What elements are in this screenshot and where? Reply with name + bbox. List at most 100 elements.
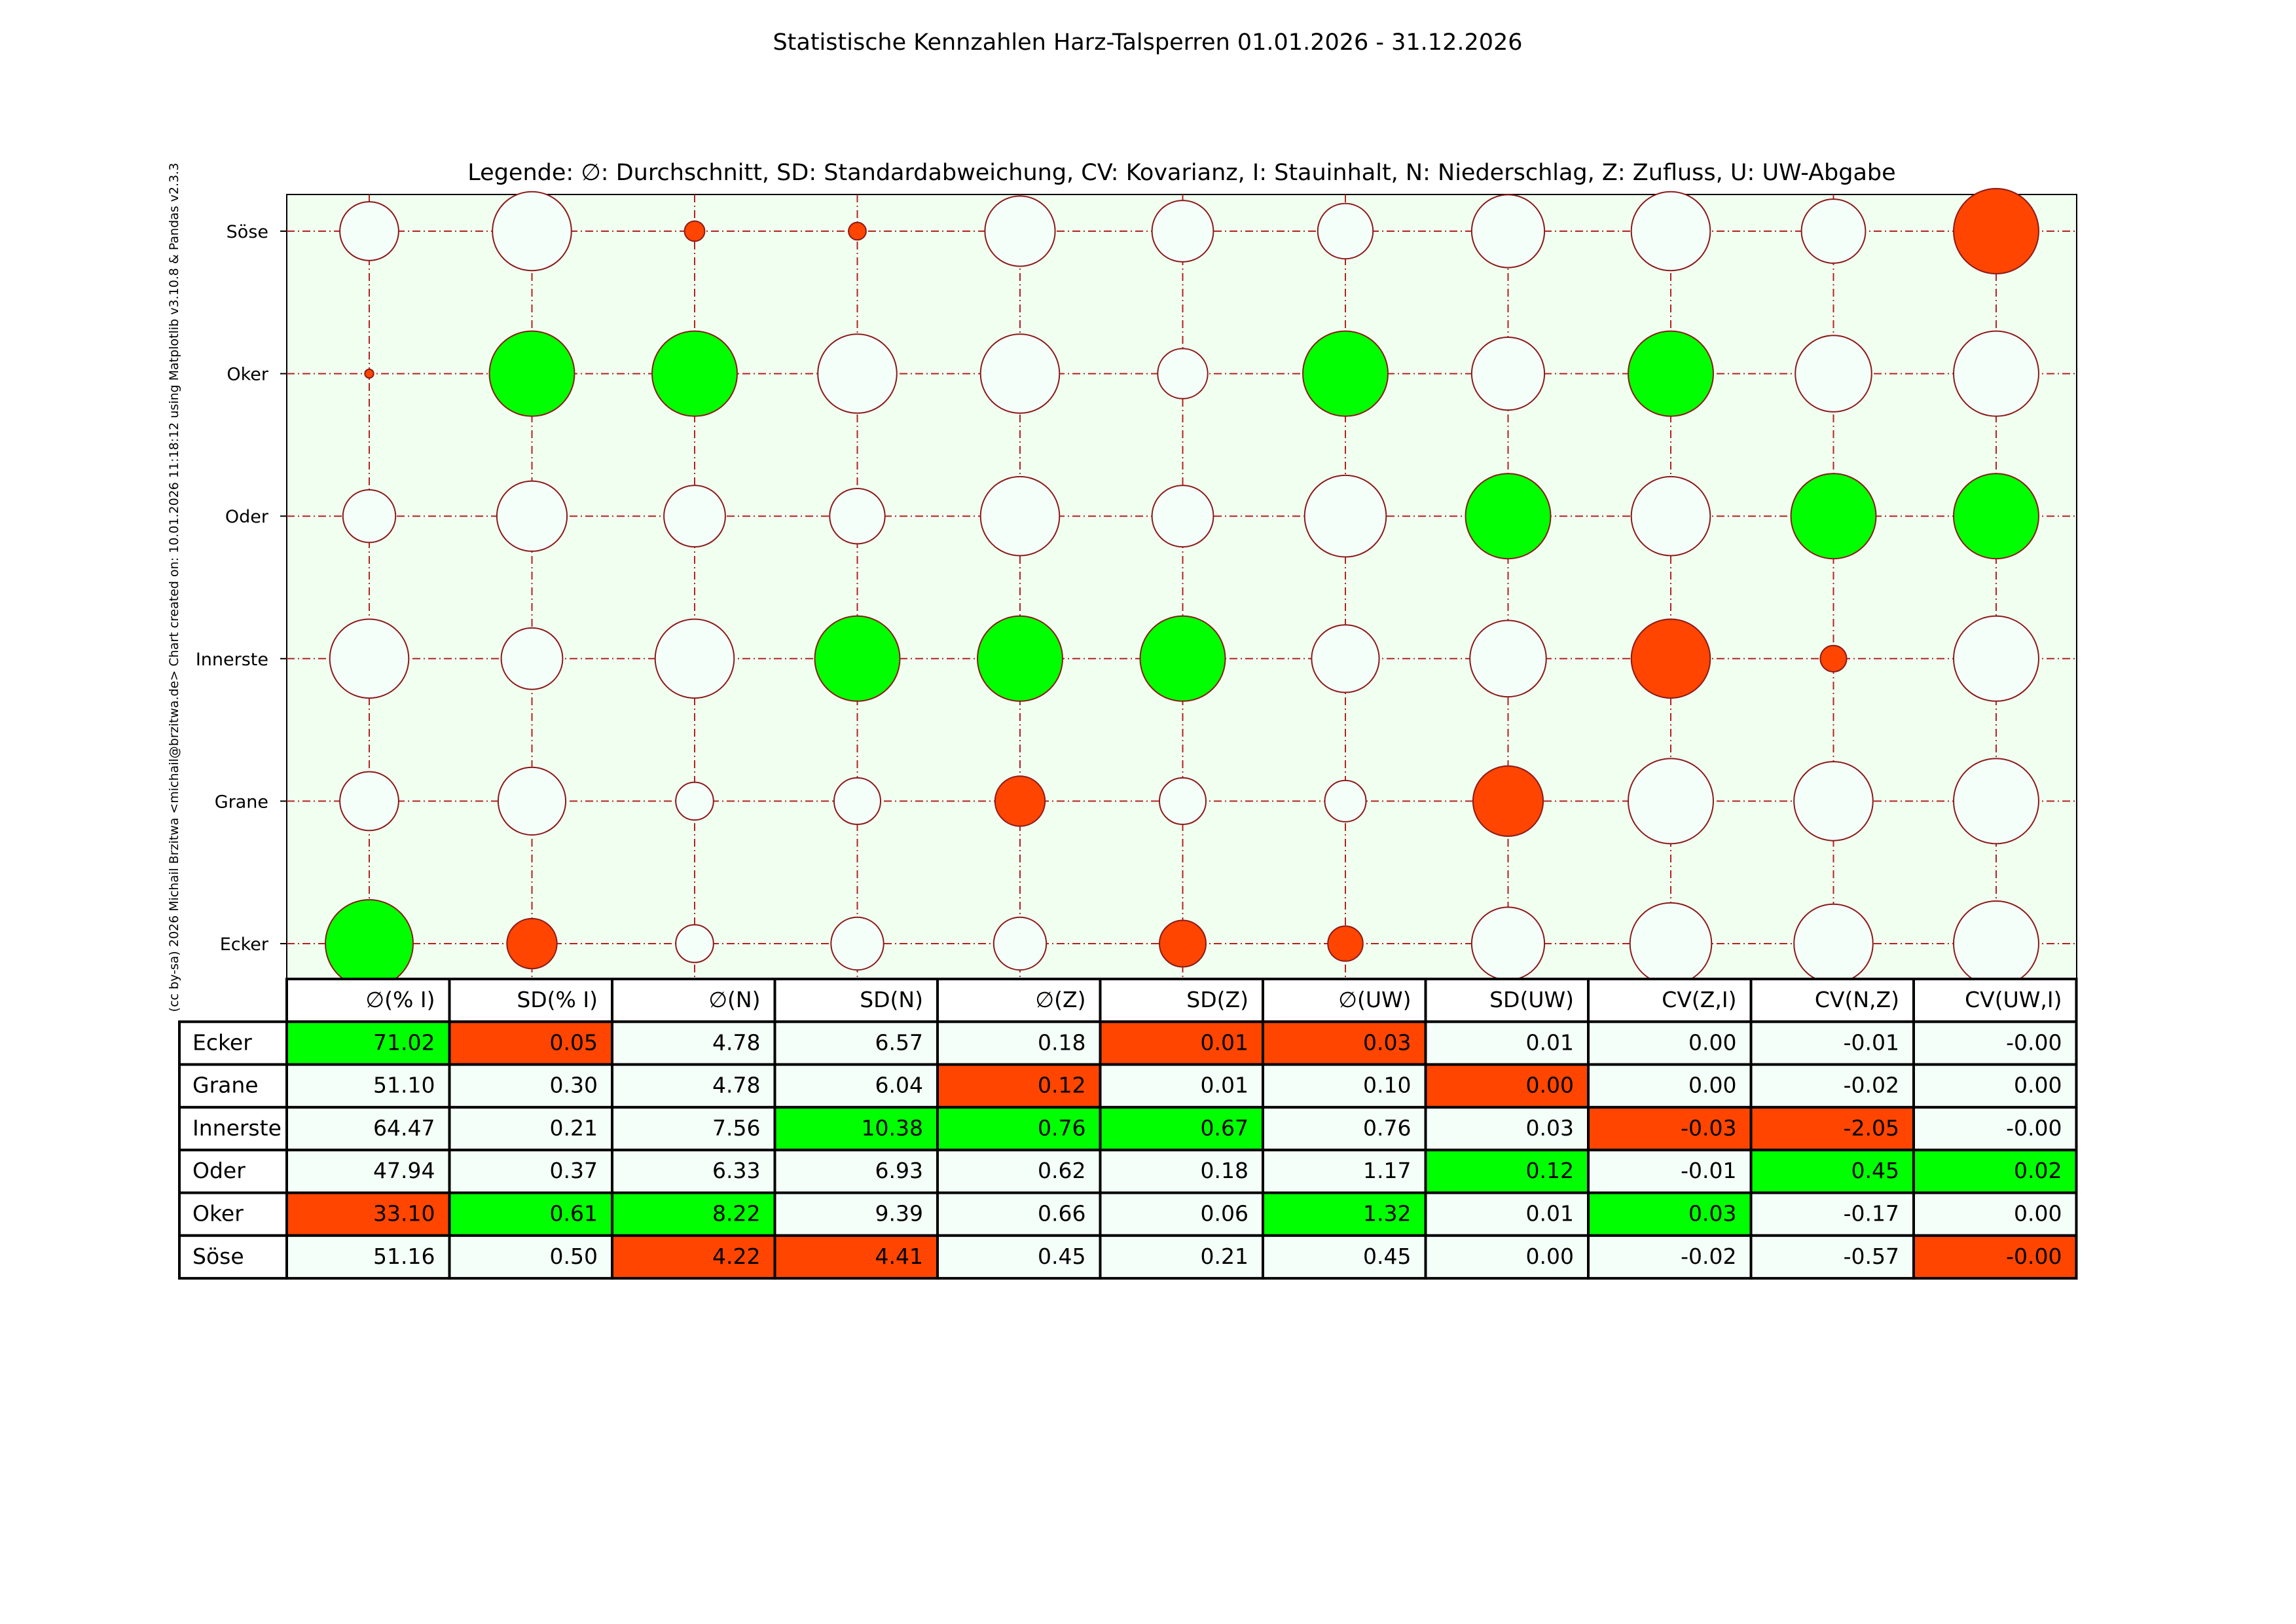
- table-cell-value: 0.00: [2014, 1201, 2062, 1227]
- y-tick-label: Oder: [225, 507, 269, 527]
- bubble-normal: [1953, 330, 2039, 417]
- y-tick-label: Grane: [215, 792, 268, 812]
- table-cell-normal: [1749, 1234, 1915, 1280]
- table-cell-value: 6.33: [712, 1158, 760, 1183]
- bubble-markers: [325, 188, 2039, 988]
- table-cell-value: 1.17: [1363, 1158, 1411, 1183]
- bubble-normal: [1151, 485, 1214, 548]
- table-cell-value: -0.01: [1681, 1158, 1736, 1183]
- table-cell-normal: [611, 1020, 776, 1066]
- bubble-normal: [1630, 475, 1711, 557]
- table-cell-normal: [1587, 1149, 1753, 1194]
- table-cell-normal: [1912, 1105, 2078, 1152]
- table-column-header: SD(Z): [1186, 987, 1248, 1012]
- table-cell-value: 0.00: [1526, 1244, 1574, 1269]
- table-row-header-cell: [178, 1191, 288, 1237]
- table-row-label: Grane: [192, 1073, 259, 1098]
- table-cell-normal: [1912, 1063, 2078, 1109]
- bubble-normal: [1953, 900, 2039, 987]
- table-cell-normal: [1099, 1234, 1264, 1280]
- table-cell-max: [936, 1105, 1102, 1152]
- table-cell-max: [285, 1020, 451, 1066]
- table-cell-value: 0.03: [1688, 1201, 1736, 1227]
- table-cell-value: -0.00: [2006, 1115, 2062, 1141]
- table-cell-value: 0.00: [1688, 1029, 1736, 1055]
- table-cell-value: 0.30: [550, 1073, 598, 1098]
- chart-title: Statistische Kennzahlen Harz-Talsperren …: [773, 29, 1522, 56]
- table-header-cell: [285, 978, 451, 1024]
- bubble-normal: [979, 333, 1061, 414]
- bubble-normal: [1317, 202, 1374, 260]
- table-cell-value: 4.22: [712, 1244, 760, 1269]
- table-cell-value: 0.18: [1201, 1158, 1248, 1183]
- bubble-normal: [654, 618, 735, 699]
- table-cell-normal: [1587, 1234, 1753, 1280]
- table-cell-max: [611, 1191, 776, 1237]
- table-cell-value: 71.02: [373, 1029, 435, 1055]
- table-cell-max: [448, 1191, 613, 1237]
- bubble-normal: [1953, 758, 2039, 845]
- table-cell-value: 0.02: [2014, 1158, 2062, 1183]
- bubble-min: [1630, 618, 1711, 699]
- table-cell-value: 4.78: [712, 1073, 760, 1098]
- grid-lines: [287, 194, 2077, 979]
- bubble-normal: [1630, 191, 1711, 272]
- bubble-min: [364, 368, 374, 379]
- table-cell-value: 0.76: [1363, 1115, 1411, 1141]
- table-row-label: Ecker: [192, 1029, 252, 1055]
- table-column-header: ∅(UW): [1338, 987, 1411, 1012]
- table-cell-value: -0.02: [1844, 1073, 1899, 1098]
- y-tick-label: Innerste: [196, 650, 268, 670]
- bubble-normal: [339, 201, 399, 261]
- table-cell-normal: [1099, 1149, 1264, 1194]
- table-cell-value: 0.05: [550, 1029, 598, 1055]
- bubble-max: [1628, 330, 1714, 417]
- table-cell-normal: [1749, 1191, 1915, 1237]
- table-cell-value: 0.00: [1688, 1073, 1736, 1098]
- table-cell-value: 0.45: [1038, 1244, 1085, 1269]
- table-cell-normal: [1262, 1149, 1427, 1194]
- table-cell-value: 0.01: [1526, 1029, 1574, 1055]
- table-cell-value: -0.02: [1681, 1244, 1736, 1269]
- table-cell-normal: [448, 1105, 613, 1152]
- bubble-max: [1790, 473, 1877, 560]
- table-cell-normal: [1424, 1234, 1590, 1280]
- bubble-normal: [1793, 761, 1874, 841]
- y-tick-label: Ecker: [220, 934, 269, 955]
- table-column-header: CV(UW,I): [1965, 987, 2062, 1012]
- table-column-header: SD(UW): [1489, 987, 1574, 1012]
- chart-subtitle: Legende: ∅: Durchschnitt, SD: Standardab…: [467, 160, 1895, 186]
- table-cell-value: 0.62: [1038, 1158, 1085, 1183]
- table-cell-normal: [1424, 1020, 1590, 1066]
- table-cell-value: 0.37: [550, 1158, 598, 1183]
- bubble-normal: [1303, 474, 1387, 558]
- table-cell-value: 33.10: [373, 1201, 435, 1227]
- table-cell-value: 0.50: [550, 1244, 598, 1269]
- bubble-max: [488, 330, 575, 417]
- bubble-min: [506, 917, 558, 970]
- table-cell-value: 7.56: [712, 1115, 760, 1141]
- table-cell-value: 0.10: [1363, 1073, 1411, 1098]
- bubble-normal: [1157, 348, 1209, 399]
- table-cell-value: 0.76: [1038, 1115, 1085, 1141]
- bubble-min: [1158, 919, 1207, 968]
- bubble-normal: [1470, 906, 1546, 981]
- table-cell-value: -2.05: [1844, 1115, 1899, 1141]
- table-cell-value: 0.21: [550, 1115, 598, 1141]
- plot-area: [286, 194, 2077, 980]
- bubble-normal: [329, 618, 410, 699]
- table-header-cell: [1749, 978, 1915, 1024]
- table-row-header-cell: [178, 1149, 288, 1194]
- bubble-max: [814, 615, 901, 702]
- table-cell-value: 51.10: [373, 1073, 435, 1098]
- table-cell-value: 0.61: [550, 1201, 598, 1227]
- table-cell-min: [1749, 1105, 1915, 1152]
- table-cell-value: 0.12: [1038, 1073, 1085, 1098]
- table-cell-max: [1587, 1191, 1753, 1237]
- bubble-min: [994, 775, 1046, 827]
- statistics-table: ∅(% I) SD(% I) ∅(N) SD(N) ∅(Z) SD(Z) ∅(UW) SD(U…: [178, 978, 2078, 1280]
- credit-text: (cc by-sa) 2026 Michail Brzitwa <michail…: [167, 163, 181, 1012]
- bubble-normal: [829, 487, 886, 545]
- table-cell-value: 0.01: [1201, 1029, 1248, 1055]
- table-cell-value: 0.01: [1201, 1073, 1248, 1098]
